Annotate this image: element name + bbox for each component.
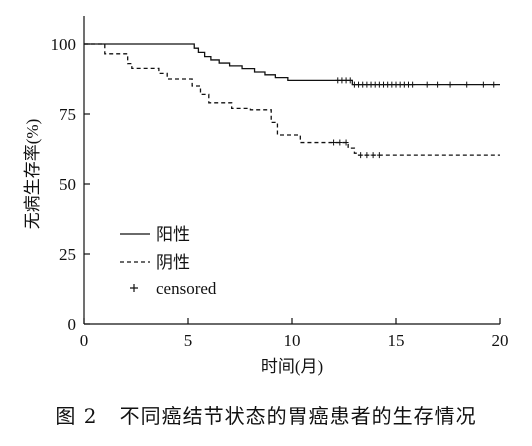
censored-mark	[480, 81, 486, 88]
censored-mark	[343, 139, 349, 146]
censored-mark	[364, 152, 370, 159]
series-layer	[84, 43, 500, 159]
y-tick-label: 50	[59, 175, 76, 194]
x-tick-label: 20	[492, 331, 509, 350]
x-tick-label: 5	[184, 331, 193, 350]
legend-label: 阳性	[156, 225, 190, 244]
censored-mark	[337, 139, 343, 146]
x-tick-label: 0	[80, 331, 89, 350]
legend-label: 阴性	[156, 253, 190, 272]
x-axis-label: 时间(月)	[261, 357, 323, 376]
x-tick-label: 15	[388, 331, 405, 350]
censored-mark	[347, 77, 353, 84]
y-tick-label: 25	[59, 245, 76, 264]
figure-number: 图 2	[55, 404, 98, 428]
figure-caption: 图 2 不同癌结节状态的胃癌患者的生存情况	[0, 400, 532, 440]
censored-mark	[376, 152, 382, 159]
censored-mark	[424, 81, 430, 88]
censored-mark	[464, 81, 470, 88]
legend-symbol-censored	[130, 284, 138, 292]
series-line-negative	[84, 43, 500, 156]
legend-label: censored	[156, 279, 217, 298]
y-axis-label: 无病生存率(%)	[23, 119, 42, 229]
x-axis-ticks: 0 5 10 15 20	[80, 318, 509, 350]
figure-caption-text: 不同癌结节状态的胃癌患者的生存情况	[119, 404, 477, 428]
x-tick-label: 10	[284, 331, 301, 350]
plot-axes	[83, 16, 500, 325]
censored-mark	[447, 81, 453, 88]
series-line-positive	[84, 43, 500, 86]
y-tick-label: 0	[68, 315, 77, 334]
y-axis-ticks: 0 25 50 75 100	[51, 35, 90, 334]
censored-mark	[410, 81, 416, 88]
censored-mark	[435, 81, 441, 88]
y-tick-label: 100	[51, 35, 77, 54]
censored-mark	[370, 152, 376, 159]
censored-mark	[491, 81, 497, 88]
censored-mark	[331, 139, 337, 146]
y-tick-label: 75	[59, 105, 76, 124]
censored-mark	[358, 152, 364, 159]
